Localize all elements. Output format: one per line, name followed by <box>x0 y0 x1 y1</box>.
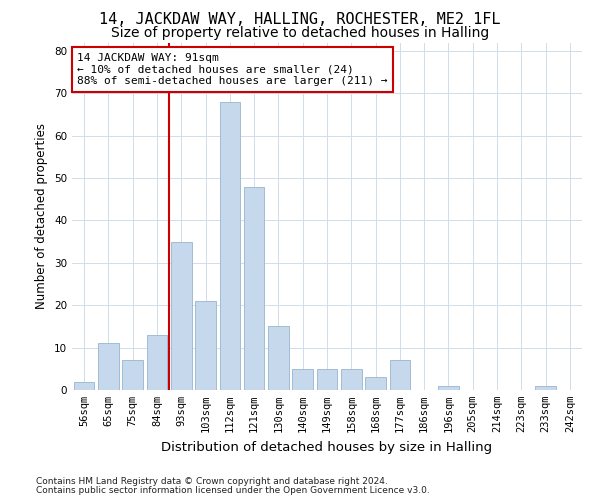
Bar <box>292 369 313 390</box>
Bar <box>122 360 143 390</box>
Text: 14 JACKDAW WAY: 91sqm
← 10% of detached houses are smaller (24)
88% of semi-deta: 14 JACKDAW WAY: 91sqm ← 10% of detached … <box>77 53 388 86</box>
Text: 14, JACKDAW WAY, HALLING, ROCHESTER, ME2 1FL: 14, JACKDAW WAY, HALLING, ROCHESTER, ME2… <box>99 12 501 28</box>
X-axis label: Distribution of detached houses by size in Halling: Distribution of detached houses by size … <box>161 440 493 454</box>
Bar <box>98 344 119 390</box>
Bar <box>341 369 362 390</box>
Bar <box>365 378 386 390</box>
Text: Contains HM Land Registry data © Crown copyright and database right 2024.: Contains HM Land Registry data © Crown c… <box>36 477 388 486</box>
Bar <box>146 335 167 390</box>
Text: Contains public sector information licensed under the Open Government Licence v3: Contains public sector information licen… <box>36 486 430 495</box>
Bar <box>268 326 289 390</box>
Bar <box>438 386 459 390</box>
Text: Size of property relative to detached houses in Halling: Size of property relative to detached ho… <box>111 26 489 40</box>
Bar <box>220 102 240 390</box>
Bar <box>74 382 94 390</box>
Bar <box>244 186 265 390</box>
Bar <box>535 386 556 390</box>
Bar <box>317 369 337 390</box>
Y-axis label: Number of detached properties: Number of detached properties <box>35 123 49 309</box>
Bar <box>389 360 410 390</box>
Bar <box>171 242 191 390</box>
Bar <box>195 301 216 390</box>
